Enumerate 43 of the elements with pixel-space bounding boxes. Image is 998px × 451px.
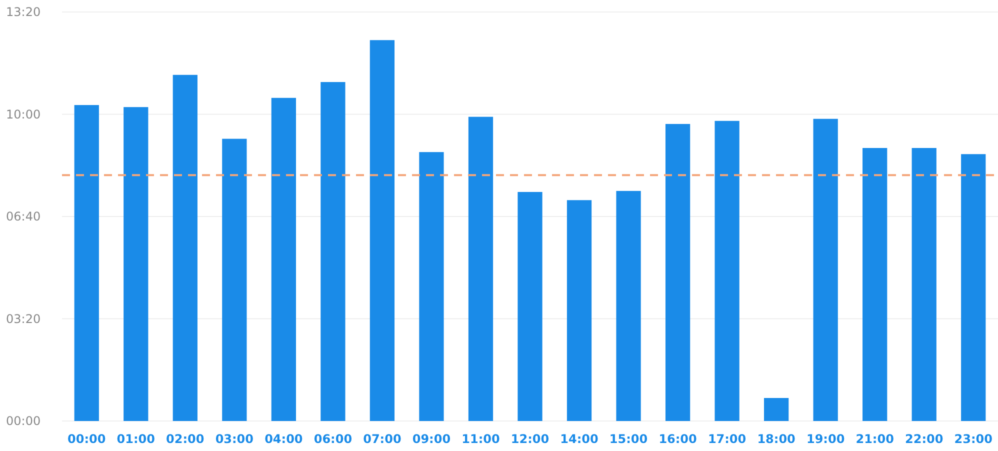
bar: [419, 152, 444, 421]
x-tick-label: 14:00: [560, 432, 598, 446]
x-tick-label: 16:00: [658, 432, 697, 446]
x-tick-label: 15:00: [609, 432, 648, 446]
x-tick-label: 21:00: [856, 432, 894, 446]
x-tick-label: 23:00: [954, 432, 992, 446]
bar: [320, 82, 346, 421]
x-tick-label: 02:00: [166, 432, 204, 446]
bar: [370, 40, 395, 421]
x-tick-label: 12:00: [510, 432, 550, 446]
bar: [813, 118, 838, 421]
y-tick-label: 00:00: [6, 414, 41, 428]
x-tick-label: 17:00: [708, 432, 746, 446]
x-tick-label: 04:00: [264, 432, 303, 446]
x-tick-label: 09:00: [412, 432, 451, 446]
bar: [961, 154, 986, 421]
x-tick-label: 22:00: [905, 432, 944, 446]
bar: [714, 120, 740, 421]
bar: [222, 138, 247, 421]
x-tick-label: 00:00: [68, 432, 106, 446]
x-tick-label: 01:00: [116, 432, 155, 446]
bar: [616, 190, 641, 421]
bar: [468, 116, 494, 421]
bar: [518, 192, 542, 421]
y-tick-label: 10:00: [6, 107, 41, 122]
y-tick-label: 03:20: [6, 312, 41, 326]
bar: [665, 124, 690, 421]
bar: [124, 107, 148, 421]
bar: [764, 398, 789, 421]
x-tick-label: 07:00: [363, 432, 402, 446]
bar: [271, 98, 296, 421]
bar: [912, 148, 936, 421]
y-tick-label: 13:20: [6, 5, 41, 20]
bar: [566, 200, 592, 421]
x-tick-label: 19:00: [806, 432, 845, 446]
x-tick-label: 11:00: [462, 432, 500, 446]
x-tick-label: 06:00: [314, 432, 352, 446]
x-tick-label: 18:00: [757, 432, 796, 446]
y-tick-label: 06:40: [6, 210, 41, 224]
bar: [862, 148, 888, 421]
x-tick-label: 03:00: [215, 432, 254, 446]
bar: [172, 74, 198, 421]
bar: [74, 105, 99, 421]
